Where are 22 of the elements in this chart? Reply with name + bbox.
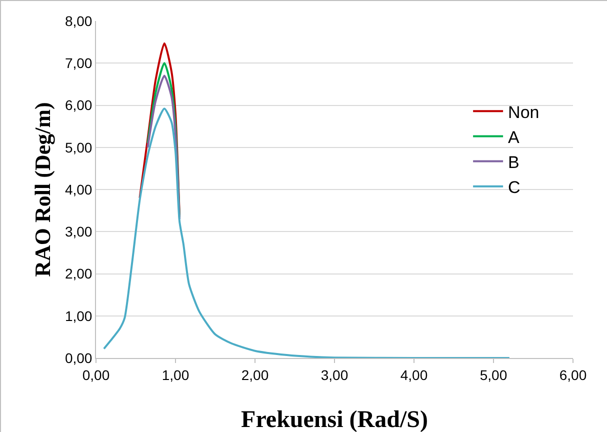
legend-label: B [508, 152, 520, 172]
x-tick-label: 2,00 [241, 366, 269, 383]
y-tick-label: 1,00 [64, 308, 92, 324]
x-tick-label: 4,00 [400, 366, 428, 383]
y-tick-label: 4,00 [64, 181, 92, 198]
x-tick-label: 0,00 [82, 366, 110, 383]
x-axis-title: Frekuensi (Rad/S) [241, 407, 428, 432]
y-tick-label: 6,00 [64, 97, 92, 114]
y-tick-label: 0,00 [64, 350, 92, 366]
y-tick-label: 8,00 [64, 12, 92, 29]
x-tick-label: 5,00 [480, 366, 508, 383]
y-axis-title: RAO Roll (Deg/m) [30, 102, 55, 277]
y-tick-label: 7,00 [64, 55, 92, 72]
y-tick-label: 2,00 [64, 266, 92, 282]
x-tick-label: 3,00 [320, 366, 348, 383]
x-tick-label: 6,00 [559, 366, 587, 383]
x-tick-label: 1,00 [162, 366, 190, 383]
y-tick-label: 3,00 [64, 224, 92, 240]
legend-label: A [508, 128, 520, 147]
y-tick-label: 5,00 [64, 139, 92, 156]
legend-label: C [508, 178, 520, 198]
legend-label: Non [508, 102, 540, 122]
